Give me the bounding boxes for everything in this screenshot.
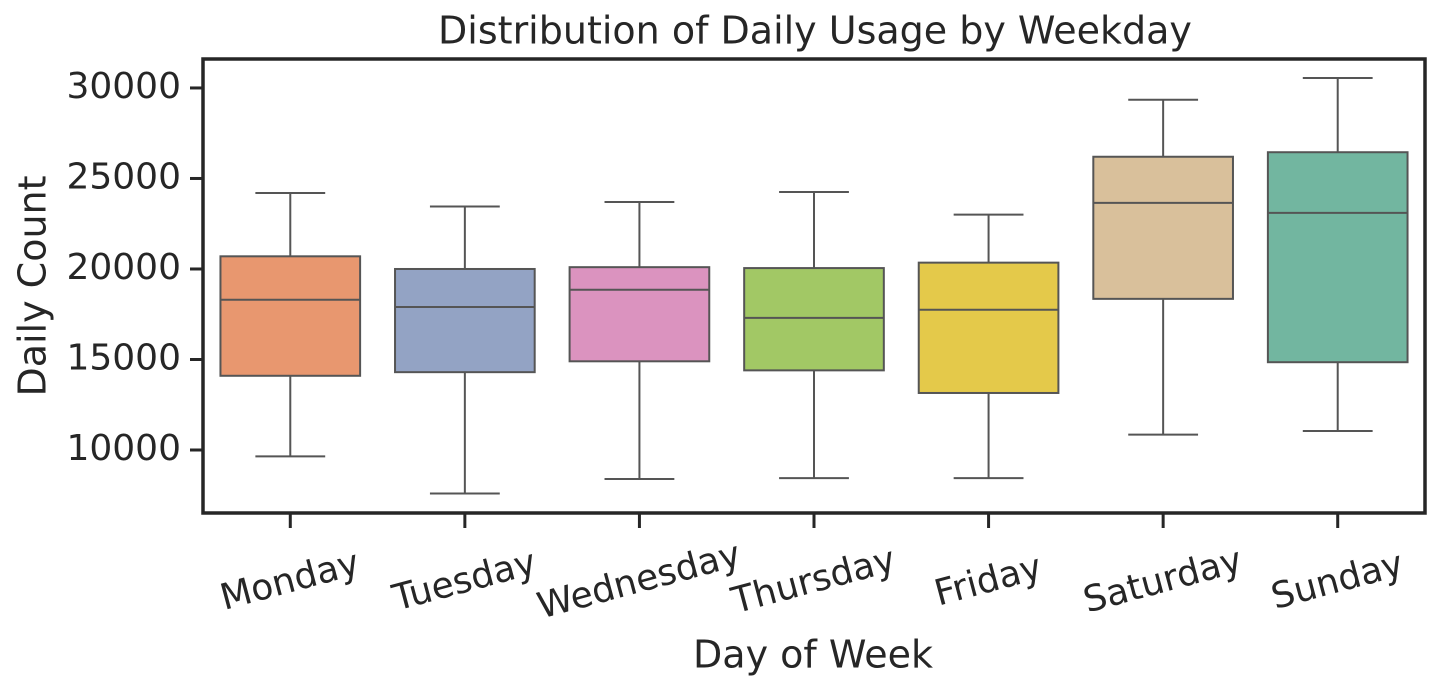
chart-title: Distribution of Daily Usage by Weekday xyxy=(438,9,1192,53)
y-axis-label: Daily Count xyxy=(11,175,55,396)
x-tick-label: Sunday xyxy=(1267,543,1408,617)
x-tick-label: Monday xyxy=(216,542,364,618)
box xyxy=(568,266,711,363)
box xyxy=(1092,155,1234,300)
y-tick-label: 10000 xyxy=(66,428,181,469)
box xyxy=(917,261,1060,394)
box xyxy=(219,255,362,377)
x-tick-label: Tuesday xyxy=(387,542,540,620)
x-tick-label: Friday xyxy=(930,547,1046,615)
x-tick-label: Wednesday xyxy=(533,534,745,628)
y-tick-label: 30000 xyxy=(66,66,181,107)
y-tick-label: 25000 xyxy=(66,156,181,197)
y-tick-label: 20000 xyxy=(66,247,181,288)
x-axis-label: Day of Week xyxy=(693,633,933,677)
y-tick-label: 15000 xyxy=(66,337,181,378)
box xyxy=(394,267,536,374)
x-tick-label: Thursday xyxy=(726,539,899,622)
x-tick-label: Saturday xyxy=(1079,540,1246,622)
box xyxy=(1266,151,1409,364)
box xyxy=(743,267,885,372)
